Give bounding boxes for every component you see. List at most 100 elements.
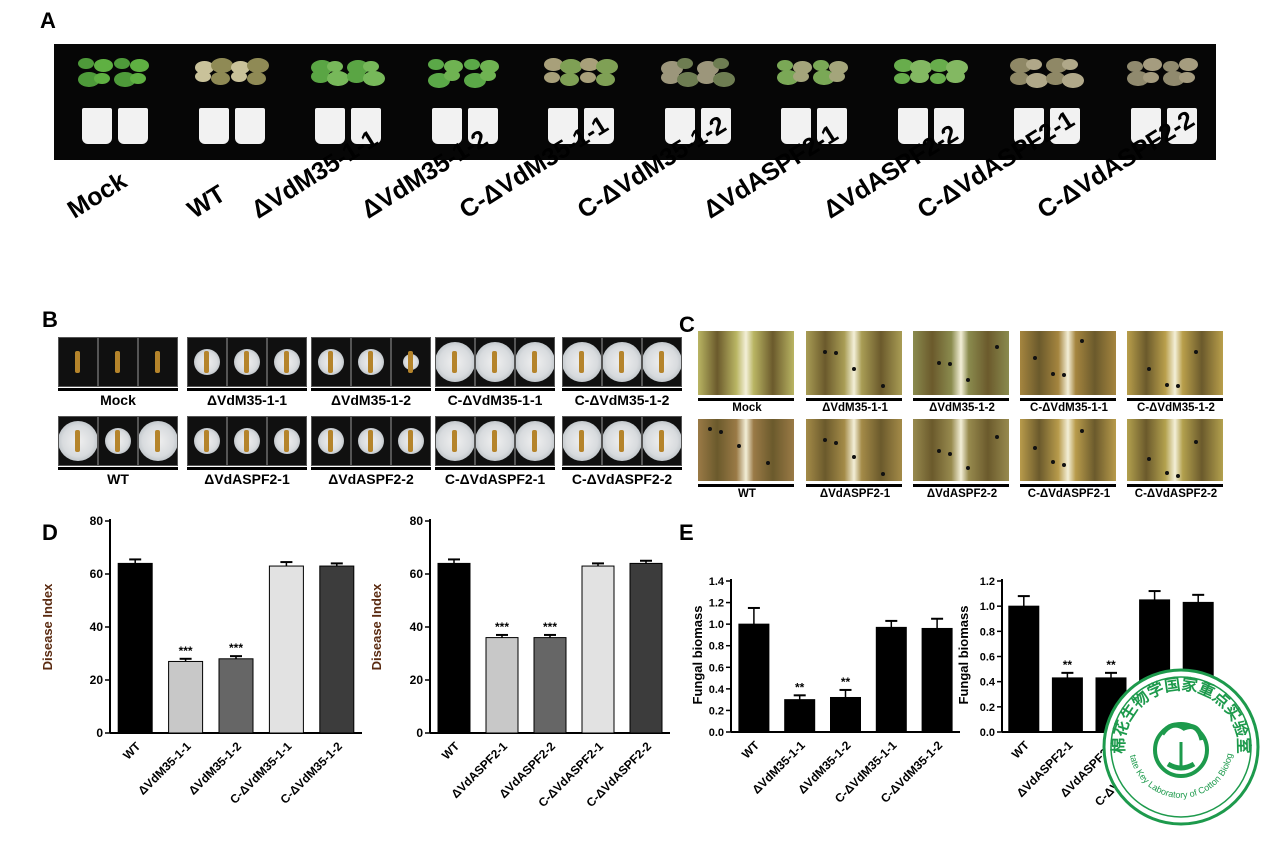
bar: [830, 696, 861, 733]
stem-piece: [659, 351, 664, 373]
significance-label: **: [1063, 658, 1073, 672]
stem-piece: [368, 351, 373, 373]
y-tick-label: 1.2: [709, 598, 724, 610]
stem-piece: [408, 351, 413, 373]
stem-piece: [532, 430, 537, 452]
plant-photo-strip: [54, 44, 1216, 160]
plant-leaf: [94, 59, 113, 73]
culture-plate: [227, 337, 267, 387]
plant-leaf: [945, 70, 965, 84]
plant-leaf: [230, 71, 247, 83]
discoloration-spot: [852, 455, 856, 459]
discoloration-spot: [1147, 367, 1151, 371]
bar: [268, 565, 304, 734]
bar: [218, 658, 254, 734]
group-underline: [187, 467, 307, 470]
stem-piece: [244, 351, 249, 373]
stem-group-label: ΔVdASPF2-1: [819, 488, 891, 500]
plant-pot: [431, 108, 462, 144]
stem-piece: [492, 430, 497, 452]
culture-plate: [562, 337, 602, 387]
discoloration-spot: [937, 449, 941, 453]
stem-piece: [619, 351, 624, 373]
stem-group-label: Mock: [732, 402, 762, 414]
culture-plate: [187, 337, 227, 387]
discoloration-spot: [1165, 471, 1169, 475]
plate-group-label: C-ΔVdM35-1-1: [447, 392, 543, 408]
discoloration-spot: [823, 438, 827, 442]
culture-plate: [351, 416, 391, 466]
plant-leaf: [596, 59, 618, 75]
plant-leaf: [114, 58, 130, 70]
bar: [168, 660, 204, 734]
discoloration-spot: [881, 472, 885, 476]
panel-label-c: C: [679, 312, 695, 337]
culture-plate: [311, 337, 351, 387]
stem-piece: [244, 430, 249, 452]
x-tick-label: WT: [439, 739, 463, 763]
plant-pot: [118, 108, 148, 144]
plant-leaf: [829, 61, 848, 75]
stem-group-label: ΔVdASPF2-2: [926, 488, 998, 500]
plant-leaf: [443, 70, 460, 82]
bar: [629, 562, 663, 734]
bar: [319, 565, 355, 734]
group-underline: [311, 388, 431, 391]
plant-leaf: [94, 73, 110, 85]
plant-leaf: [194, 71, 211, 83]
plant-pot: [700, 108, 731, 144]
plant-leaf: [1046, 72, 1065, 86]
discoloration-spot: [1165, 383, 1169, 387]
culture-plate: [642, 337, 682, 387]
bar: [1008, 605, 1040, 733]
significance-label: **: [1106, 658, 1116, 672]
plant-leaf: [1010, 72, 1029, 86]
plant-leaf: [1026, 59, 1042, 71]
stem-piece: [204, 351, 209, 373]
stem-section: [698, 331, 794, 395]
y-tick-label: 0: [416, 726, 423, 740]
plant-pot: [82, 108, 112, 144]
plate-group-label: ΔVdM35-1-2: [330, 392, 412, 408]
discoloration-spot: [1080, 339, 1084, 343]
plant-leaf: [793, 61, 812, 75]
bar: [875, 626, 907, 733]
plant-pot: [467, 108, 498, 144]
plate-group-label: WT: [107, 471, 129, 487]
plate-group-label: ΔVdM35-1-1: [206, 392, 288, 408]
discoloration-spot: [1176, 474, 1180, 478]
y-tick-label: 1.2: [980, 576, 995, 588]
plant-leaf: [596, 73, 615, 87]
plant-leaf: [712, 58, 729, 70]
plant-leaf: [479, 70, 496, 82]
discoloration-spot: [995, 435, 999, 439]
plant-pot: [234, 108, 265, 144]
y-tick-label: 20: [90, 673, 104, 687]
plant-leaf: [230, 61, 250, 75]
plant-leaf: [544, 58, 563, 72]
y-tick-label: 0.2: [709, 705, 724, 717]
group-underline: [806, 398, 902, 401]
significance-label: **: [841, 675, 851, 689]
stem-piece: [579, 430, 584, 452]
group-underline: [187, 388, 307, 391]
plant-pot: [584, 108, 614, 144]
culture-plate: [267, 337, 307, 387]
plant-leaf: [347, 70, 366, 84]
stem-piece: [408, 430, 413, 452]
y-axis-title: Disease Index: [40, 583, 55, 670]
stem-group-label: C-ΔVdM35-1-2: [1137, 402, 1215, 414]
plant-leaf: [363, 71, 385, 87]
discoloration-spot: [1080, 429, 1084, 433]
discoloration-spot: [823, 350, 827, 354]
group-underline: [1127, 398, 1223, 401]
plant-pot: [198, 108, 229, 144]
plant-leaf: [1178, 58, 1198, 72]
discoloration-spot: [834, 441, 838, 445]
plate-group-label: C-ΔVdASPF2-1: [444, 471, 546, 487]
y-axis-title: Disease Index: [369, 583, 384, 670]
plant-leaf: [246, 72, 266, 86]
bar: [117, 562, 153, 734]
culture-plate: [227, 416, 267, 466]
y-tick-label: 0.0: [980, 727, 995, 739]
